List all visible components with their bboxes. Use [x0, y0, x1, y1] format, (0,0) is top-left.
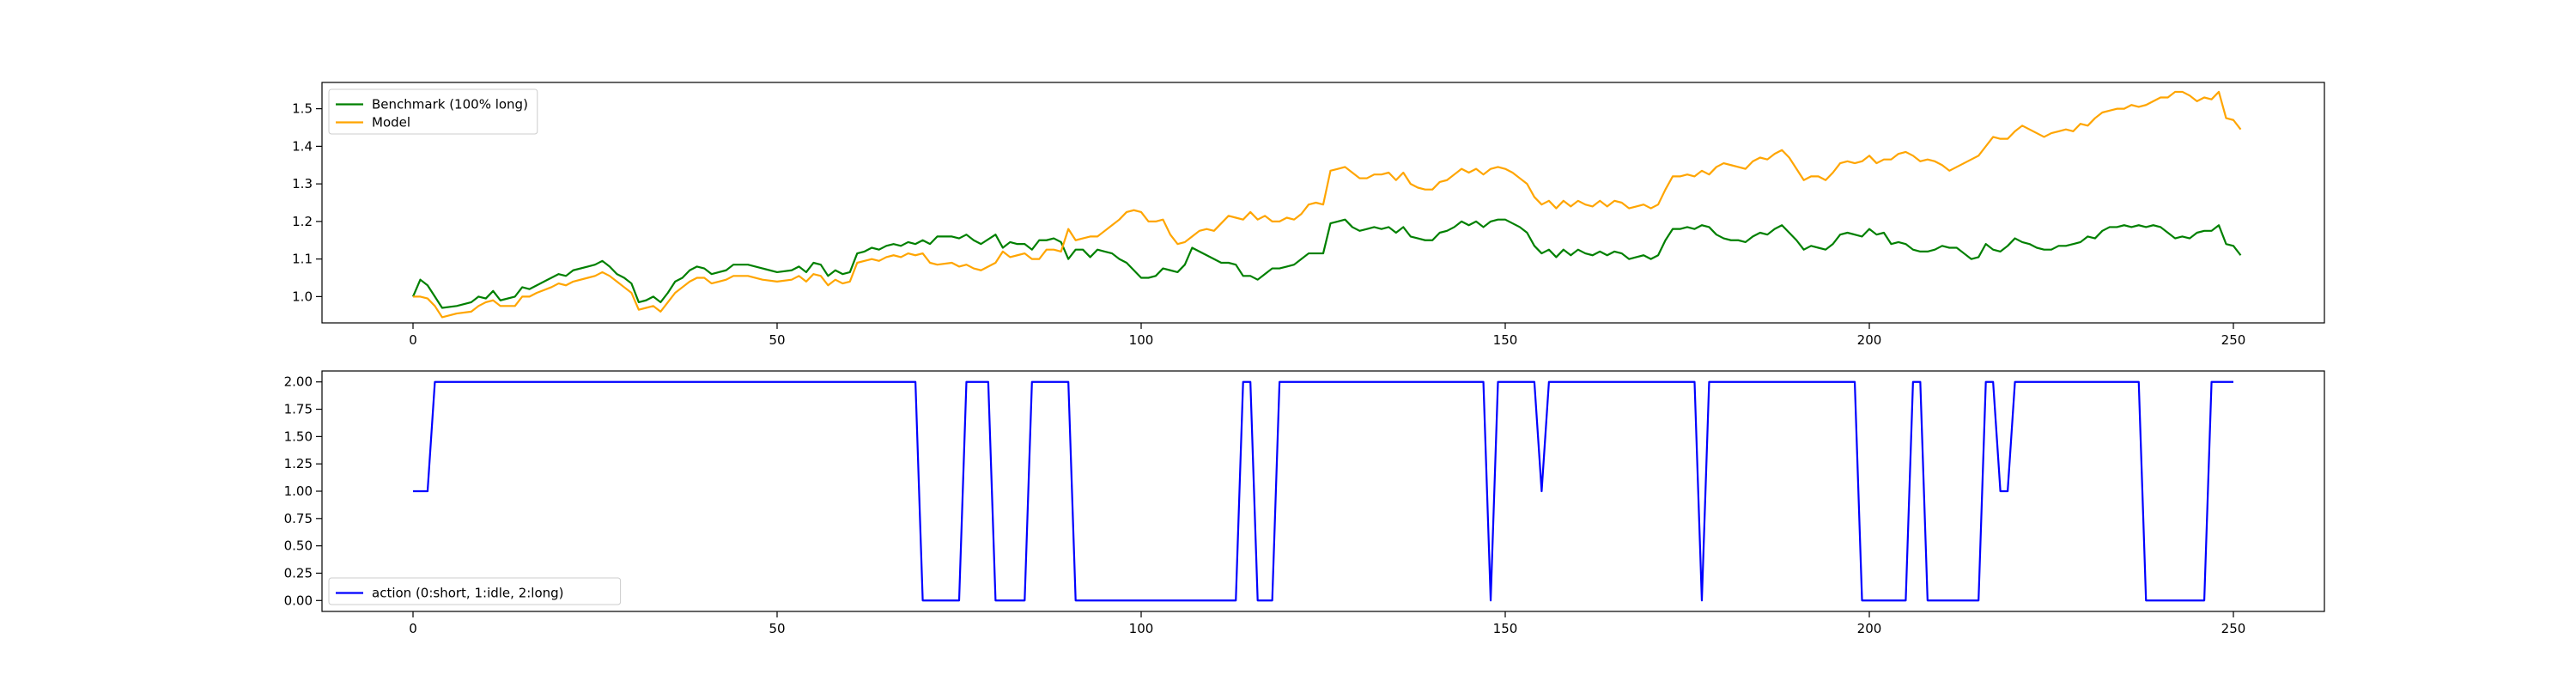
action-y-tick-label: 0.00: [284, 593, 313, 608]
action-x-tick-label: 250: [2221, 621, 2246, 636]
action-legend-box: [328, 577, 622, 605]
performance-y-tick-label: 1.1: [292, 252, 313, 267]
performance-legend-label-0: Benchmark (100% long): [372, 97, 528, 112]
performance-x-tick-label: 250: [2221, 332, 2246, 348]
performance-legend: Benchmark (100% long) Model: [328, 88, 538, 135]
performance-x-tick-label: 100: [1129, 332, 1154, 348]
performance-legend-box: [328, 88, 538, 135]
performance-y-tick-label: 1.4: [292, 138, 313, 154]
action-y-tick-label: 1.50: [284, 429, 313, 444]
performance-legend-label-1: Model: [372, 115, 410, 131]
performance-y-tick-label: 1.0: [292, 289, 313, 304]
action-y-tick-label: 0.25: [284, 565, 313, 581]
action-y-tick-label: 0.50: [284, 538, 313, 554]
action-series-line-0: [413, 380, 2233, 602]
action-y-axis: 0.00 0.25 0.50 0.75 1.00 1.25 1.50 1.75 2.00: [284, 374, 322, 608]
performance-y-axis: 1.0 1.1 1.2 1.3 1.4 1.5: [292, 101, 322, 304]
action-x-tick-label: 200: [1857, 621, 1882, 636]
performance-series-group: [411, 90, 2242, 319]
action-x-tick-label: 50: [769, 621, 785, 636]
performance-x-tick-label: 150: [1493, 332, 1518, 348]
performance-x-tick-label: 0: [409, 332, 417, 348]
action-series-group: [413, 380, 2233, 602]
action-x-tick-label: 0: [409, 621, 417, 636]
performance-plot-frame: [321, 82, 2325, 324]
performance-y-tick-label: 1.2: [292, 214, 313, 229]
action-x-tick-label: 150: [1493, 621, 1518, 636]
performance-chart: 0 50 100 150 200 250 1.0 1.1 1.2 1.3 1.4 1.5 Bench…: [292, 82, 2325, 348]
action-legend: action (0:short, 1:idle, 2:long): [328, 577, 622, 605]
performance-y-tick-label: 1.3: [292, 176, 313, 192]
action-y-tick-label: 1.25: [284, 456, 313, 471]
action-chart: 0 50 100 150 200 250 0.00 0.25 0.50 0.75 1.00 1.25…: [284, 370, 2325, 636]
action-y-tick-label: 1.00: [284, 483, 313, 499]
action-x-axis: 0 50 100 150 200 250: [409, 611, 2245, 636]
performance-y-tick-label: 1.5: [292, 101, 313, 117]
action-x-tick-label: 100: [1129, 621, 1154, 636]
action-y-tick-label: 2.00: [284, 374, 313, 390]
performance-x-tick-label: 200: [1857, 332, 1882, 348]
action-legend-label-0: action (0:short, 1:idle, 2:long): [372, 586, 564, 601]
performance-series-line-1: [413, 90, 2242, 319]
action-y-tick-label: 0.75: [284, 511, 313, 526]
action-y-tick-label: 1.75: [284, 402, 313, 417]
performance-x-axis: 0 50 100 150 200 250: [409, 323, 2245, 348]
performance-series-line-0: [411, 218, 2242, 309]
performance-x-tick-label: 50: [769, 332, 785, 348]
